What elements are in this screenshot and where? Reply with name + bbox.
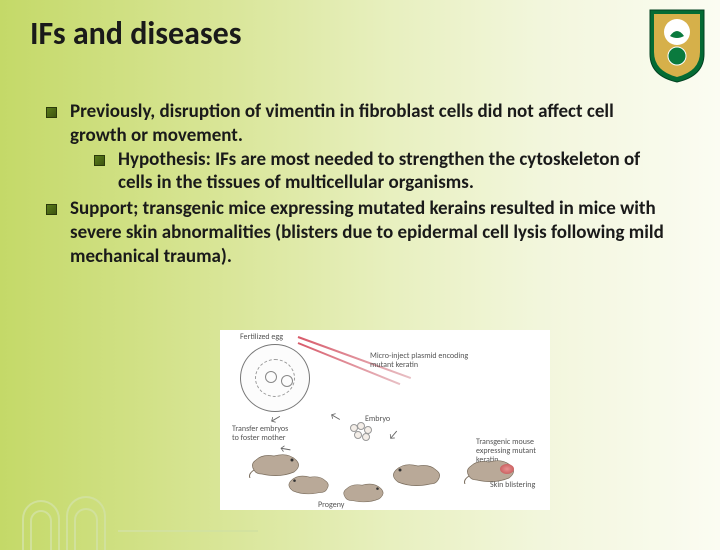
- embryo-icon: [350, 422, 374, 442]
- arrow-icon: ↓: [385, 426, 402, 444]
- label-fertilized-egg: Fertilized egg: [240, 332, 283, 342]
- content-block: Previously, disruption of vimentin in fi…: [46, 100, 674, 270]
- mouse-icon: [390, 460, 444, 488]
- transgenic-mouse-figure: Fertilized egg Micro-inject plasmid enco…: [220, 330, 550, 510]
- arrow-icon: ↓: [327, 409, 345, 425]
- slide-title: IFs and diseases: [30, 14, 242, 53]
- bullet-2: Support; transgenic mice expressing muta…: [46, 197, 674, 268]
- bullet-1-sub-text: Hypothesis: IFs are most needed to stren…: [118, 148, 640, 195]
- decorative-footer-icon: [22, 496, 182, 540]
- bullet-1: Previously, disruption of vimentin in fi…: [46, 100, 674, 195]
- university-logo: [646, 6, 708, 84]
- label-microinject: Micro-inject plasmid encoding mutant ker…: [370, 352, 480, 370]
- blister-icon: [500, 464, 514, 474]
- label-embryo: Embryo: [365, 414, 390, 424]
- bullet-1-text: Previously, disruption of vimentin in fi…: [70, 100, 614, 147]
- mouse-icon: [340, 478, 386, 506]
- label-transfer: Transfer embryos to foster mother: [232, 425, 292, 443]
- mouse-icon: [286, 470, 332, 498]
- egg-icon: [240, 344, 310, 412]
- label-progeny: Progeny: [318, 500, 344, 510]
- label-blistering: Skin blistering: [490, 480, 535, 490]
- bullet-1-sub: Hypothesis: IFs are most needed to stren…: [94, 148, 674, 196]
- bullet-2-text: Support; transgenic mice expressing muta…: [70, 197, 664, 268]
